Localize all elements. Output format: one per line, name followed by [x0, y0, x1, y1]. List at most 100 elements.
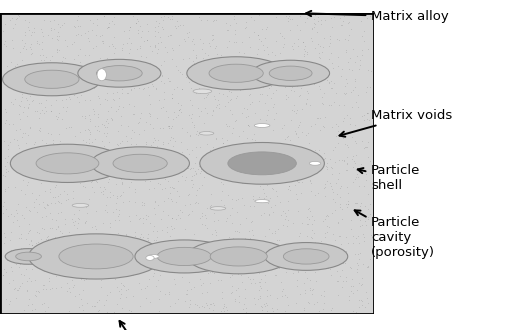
Point	[110, 69, 118, 75]
Point	[307, 221, 316, 226]
Point	[78, 114, 86, 119]
Point	[288, 17, 296, 22]
Point	[85, 63, 93, 68]
Point	[330, 99, 338, 105]
Point	[7, 16, 16, 21]
Point	[320, 155, 329, 160]
Point	[256, 92, 264, 97]
Point	[187, 253, 196, 258]
Point	[47, 102, 56, 107]
Point	[173, 243, 182, 248]
Point	[90, 303, 98, 308]
Point	[333, 279, 341, 284]
Point	[320, 156, 328, 161]
Point	[261, 100, 269, 106]
Point	[344, 241, 352, 246]
Point	[7, 248, 16, 253]
Point	[280, 122, 289, 128]
Point	[197, 240, 206, 245]
Point	[103, 25, 111, 30]
Point	[77, 239, 86, 244]
Point	[320, 151, 328, 156]
Point	[25, 207, 34, 212]
Point	[11, 285, 19, 290]
Point	[304, 207, 312, 212]
Point	[200, 258, 208, 263]
Point	[232, 247, 240, 252]
Point	[276, 147, 284, 152]
Point	[338, 206, 346, 212]
Point	[39, 17, 48, 22]
Ellipse shape	[25, 70, 79, 88]
Point	[17, 98, 25, 103]
Point	[78, 303, 86, 308]
Point	[62, 97, 70, 102]
Point	[48, 216, 56, 221]
Point	[100, 184, 108, 189]
Point	[168, 91, 176, 97]
Point	[133, 31, 142, 36]
Point	[140, 176, 148, 181]
Point	[115, 149, 124, 155]
Point	[223, 45, 231, 50]
Point	[246, 91, 254, 96]
Point	[171, 301, 179, 306]
Point	[284, 165, 293, 171]
Point	[171, 63, 180, 69]
Point	[100, 13, 108, 18]
Point	[266, 257, 275, 262]
Point	[77, 32, 86, 38]
Point	[271, 87, 280, 93]
Point	[344, 59, 352, 65]
Point	[361, 145, 370, 150]
Point	[1, 21, 9, 27]
Point	[125, 150, 133, 156]
Point	[165, 78, 173, 83]
Point	[141, 60, 149, 65]
Point	[268, 309, 277, 314]
Point	[17, 188, 25, 193]
Point	[70, 167, 78, 172]
Point	[188, 177, 197, 182]
Point	[153, 228, 161, 233]
Point	[193, 128, 201, 134]
Ellipse shape	[3, 63, 101, 96]
Point	[46, 211, 54, 216]
Point	[115, 61, 124, 66]
Point	[155, 20, 163, 25]
Point	[142, 296, 151, 301]
Point	[18, 151, 26, 156]
Point	[22, 266, 31, 272]
Point	[319, 101, 327, 106]
Point	[88, 224, 96, 229]
Point	[194, 132, 202, 137]
Point	[238, 279, 247, 284]
Point	[291, 157, 299, 162]
Point	[357, 162, 365, 167]
Point	[185, 80, 194, 85]
Point	[175, 159, 184, 164]
Point	[296, 119, 305, 125]
Point	[230, 32, 239, 37]
Point	[286, 117, 295, 123]
Point	[197, 75, 205, 81]
Point	[367, 69, 375, 74]
Ellipse shape	[309, 161, 321, 165]
Point	[322, 166, 331, 171]
Point	[113, 255, 121, 261]
Point	[325, 43, 334, 48]
Point	[237, 168, 245, 173]
Point	[61, 158, 70, 164]
Point	[163, 178, 172, 183]
Point	[105, 159, 113, 164]
Point	[307, 180, 316, 185]
Point	[157, 78, 166, 83]
Point	[210, 303, 218, 308]
Point	[267, 305, 276, 310]
Point	[28, 253, 36, 258]
Point	[103, 55, 111, 60]
Point	[328, 305, 336, 311]
Point	[337, 184, 346, 189]
Point	[253, 33, 262, 38]
Point	[329, 189, 337, 195]
